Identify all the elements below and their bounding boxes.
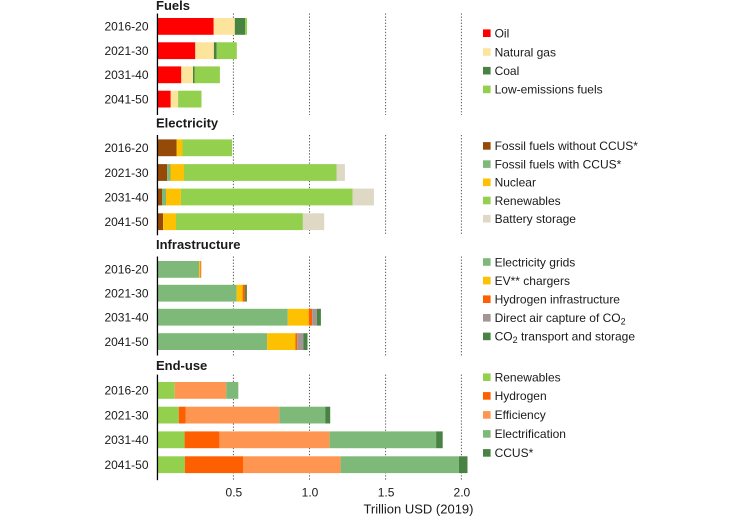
svg-text:Electrification: Electrification (495, 427, 566, 441)
svg-text:Electricity: Electricity (156, 116, 219, 131)
svg-text:Direct air capture of CO2: Direct air capture of CO2 (495, 311, 626, 326)
svg-text:2041-50: 2041-50 (104, 335, 148, 349)
svg-text:0.5: 0.5 (226, 486, 243, 500)
svg-text:EV** chargers: EV** chargers (495, 274, 570, 288)
svg-text:Renewables: Renewables (495, 194, 561, 208)
svg-text:2031-40: 2031-40 (104, 311, 148, 325)
svg-text:Low-emissions fuels: Low-emissions fuels (495, 83, 603, 97)
svg-text:2016-20: 2016-20 (104, 263, 148, 277)
svg-text:Battery storage: Battery storage (495, 212, 577, 226)
svg-text:2031-40: 2031-40 (104, 190, 148, 204)
svg-text:Renewables: Renewables (495, 371, 561, 385)
svg-text:Trillion USD (2019): Trillion USD (2019) (363, 501, 473, 516)
svg-text:2021-30: 2021-30 (104, 408, 148, 422)
svg-text:Efficiency: Efficiency (495, 408, 546, 422)
svg-text:1.5: 1.5 (378, 486, 395, 500)
svg-text:2.0: 2.0 (454, 486, 471, 500)
svg-text:2021-30: 2021-30 (104, 166, 148, 180)
svg-text:Oil: Oil (495, 27, 510, 41)
svg-text:Hydrogen infrastructure: Hydrogen infrastructure (495, 293, 621, 307)
svg-text:Natural gas: Natural gas (495, 45, 556, 59)
svg-text:2031-40: 2031-40 (104, 433, 148, 447)
svg-text:Fossil fuels without CCUS*: Fossil fuels without CCUS* (495, 139, 639, 153)
svg-text:2016-20: 2016-20 (104, 20, 148, 34)
svg-text:1.0: 1.0 (302, 486, 319, 500)
svg-text:Coal: Coal (495, 64, 520, 78)
svg-text:End-use: End-use (156, 358, 207, 373)
svg-text:CCUS*: CCUS* (495, 446, 534, 460)
svg-text:Fossil fuels with CCUS*: Fossil fuels with CCUS* (495, 157, 622, 171)
svg-text:CO2 transport and storage: CO2 transport and storage (495, 330, 636, 345)
svg-text:2041-50: 2041-50 (104, 458, 148, 472)
svg-text:2041-50: 2041-50 (104, 215, 148, 229)
svg-text:2016-20: 2016-20 (104, 141, 148, 155)
svg-text:Infrastructure: Infrastructure (156, 237, 241, 252)
svg-text:Hydrogen: Hydrogen (495, 389, 547, 403)
svg-text:2021-30: 2021-30 (104, 287, 148, 301)
svg-text:2016-20: 2016-20 (104, 384, 148, 398)
svg-text:Electricity grids: Electricity grids (495, 255, 576, 269)
svg-text:Nuclear: Nuclear (495, 176, 536, 190)
svg-text:2021-30: 2021-30 (104, 44, 148, 58)
svg-text:Fuels: Fuels (156, 0, 190, 13)
svg-text:2041-50: 2041-50 (104, 92, 148, 106)
svg-text:2031-40: 2031-40 (104, 68, 148, 82)
